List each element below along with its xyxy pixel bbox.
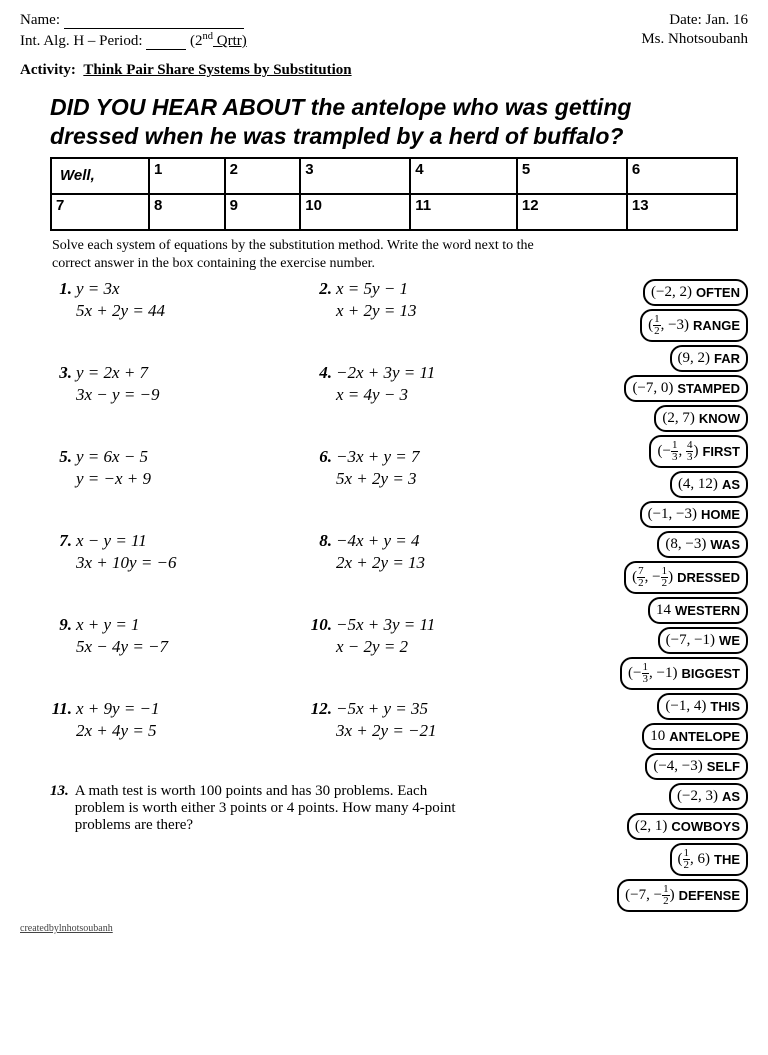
answer-pill: (−1, 4) THIS — [657, 693, 748, 720]
answer-pill: (−1, −3) HOME — [640, 501, 748, 528]
instructions-text: Solve each system of equations by the su… — [52, 237, 572, 273]
problem: 11.x + 9y = −12x + 4y = 5 — [50, 699, 310, 743]
main-area: 1.y = 3x5x + 2y = 442.x = 5y − 1x + 2y =… — [50, 279, 748, 915]
problem: 4.−2x + 3y = 11x = 4y − 3 — [310, 363, 570, 407]
name-label: Name: — [20, 12, 244, 29]
answers-column: (−2, 2) OFTEN (12, −3) RANGE (9, 2) FAR (−7… — [588, 279, 748, 915]
grid-cell: 2 — [225, 158, 301, 194]
problem: 12.−5x + y = 353x + 2y = −21 — [310, 699, 570, 743]
grid-cell: 4 — [410, 158, 517, 194]
answer-pill: (−13, −1) BIGGEST — [620, 657, 748, 690]
header-row-2: Int. Alg. H – Period: (2nd Qrtr) Ms. Nho… — [20, 31, 748, 50]
answer-pill: (2, 1) COWBOYS — [627, 813, 748, 840]
answer-pill: (2, 7) KNOW — [654, 405, 748, 432]
activity-line: Activity: Think Pair Share Systems by Su… — [20, 62, 748, 79]
teacher-label: Ms. Nhotsoubanh — [641, 31, 748, 50]
grid-cell: 1 — [149, 158, 225, 194]
problem: 7.x − y = 113x + 10y = −6 — [50, 531, 310, 575]
grid-cell: 13 — [627, 194, 737, 230]
answer-pill: (9, 2) FAR — [670, 345, 749, 372]
grid-cell: 6 — [627, 158, 737, 194]
problem: 8.−4x + y = 42x + 2y = 13 — [310, 531, 570, 575]
answer-pill: (72, −12) DRESSED — [624, 561, 748, 594]
problem: 9.x + y = 15x − 4y = −7 — [50, 615, 310, 659]
well-cell: Well, — [51, 158, 149, 194]
grid-cell: 12 — [517, 194, 627, 230]
grid-cell: 9 — [225, 194, 301, 230]
grid-cell: 10 — [300, 194, 410, 230]
problem: 2.x = 5y − 1x + 2y = 13 — [310, 279, 570, 323]
answer-pill: (−2, 2) OFTEN — [643, 279, 748, 306]
grid-cell: 7 — [51, 194, 149, 230]
header-row-1: Name: Date: Jan. 16 — [20, 12, 748, 29]
footer-credit: createdbylnhotsoubanh — [20, 923, 748, 934]
answer-grid: Well, 1 2 3 4 5 6 7 8 9 10 11 12 13 — [50, 157, 738, 231]
problem: 1.y = 3x5x + 2y = 44 — [50, 279, 310, 323]
grid-cell: 3 — [300, 158, 410, 194]
answer-pill: 10 ANTELOPE — [642, 723, 748, 750]
answer-pill: (−2, 3) AS — [669, 783, 748, 810]
answer-pill: (−13, 43) FIRST — [649, 435, 748, 468]
date-label: Date: Jan. 16 — [669, 12, 748, 29]
problem: 10.−5x + 3y = 11x − 2y = 2 — [310, 615, 570, 659]
answer-pill: (−7, −12) DEFENSE — [617, 879, 748, 912]
answer-pill: (4, 12) AS — [670, 471, 748, 498]
class-label: Int. Alg. H – Period: (2nd Qrtr) — [20, 31, 247, 50]
problem: 5.y = 6x − 5y = −x + 9 — [50, 447, 310, 491]
answer-pill: (12, −3) RANGE — [640, 309, 748, 342]
answer-pill: (−7, −1) WE — [658, 627, 748, 654]
problem: 3.y = 2x + 73x − y = −9 — [50, 363, 310, 407]
riddle-title: DID YOU HEAR ABOUT the antelope who was … — [50, 93, 718, 151]
grid-cell: 8 — [149, 194, 225, 230]
grid-cell: 5 — [517, 158, 627, 194]
problems-column: 1.y = 3x5x + 2y = 442.x = 5y − 1x + 2y =… — [50, 279, 588, 915]
answer-pill: 14 WESTERN — [648, 597, 748, 624]
problem-13: 13. A math test is worth 100 points and … — [50, 783, 588, 834]
answer-pill: (−4, −3) SELF — [645, 753, 748, 780]
answer-pill: (12, 6) THE — [670, 843, 749, 876]
problem: 6.−3x + y = 75x + 2y = 3 — [310, 447, 570, 491]
grid-cell: 11 — [410, 194, 517, 230]
answer-pill: (−7, 0) STAMPED — [624, 375, 748, 402]
answer-pill: (8, −3) WAS — [657, 531, 748, 558]
